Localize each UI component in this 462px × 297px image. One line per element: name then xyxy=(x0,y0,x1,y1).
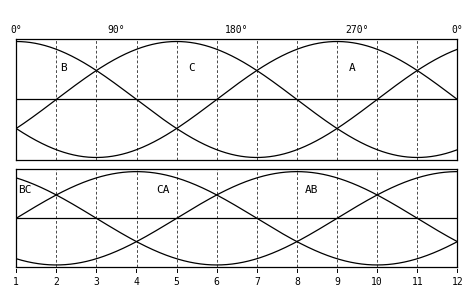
Text: 1: 1 xyxy=(13,277,19,287)
Text: 90°: 90° xyxy=(108,25,125,35)
Text: 5: 5 xyxy=(174,277,180,287)
Text: 7: 7 xyxy=(254,277,260,287)
Text: 3: 3 xyxy=(93,277,99,287)
Text: 10: 10 xyxy=(371,277,383,287)
Text: C: C xyxy=(188,63,195,72)
Text: 180°: 180° xyxy=(225,25,249,35)
Text: 270°: 270° xyxy=(346,25,369,35)
Text: 12: 12 xyxy=(451,277,462,287)
Text: AB: AB xyxy=(305,185,318,195)
Text: 0°: 0° xyxy=(451,25,462,35)
Text: A: A xyxy=(349,63,356,72)
Text: CA: CA xyxy=(157,185,170,195)
Text: 8: 8 xyxy=(294,277,300,287)
Text: 11: 11 xyxy=(411,277,423,287)
Text: B: B xyxy=(61,63,67,72)
Text: 9: 9 xyxy=(334,277,340,287)
Text: 2: 2 xyxy=(53,277,59,287)
Text: BC: BC xyxy=(18,185,32,195)
Text: 6: 6 xyxy=(214,277,219,287)
Text: 0°: 0° xyxy=(10,25,22,35)
Text: 4: 4 xyxy=(134,277,140,287)
